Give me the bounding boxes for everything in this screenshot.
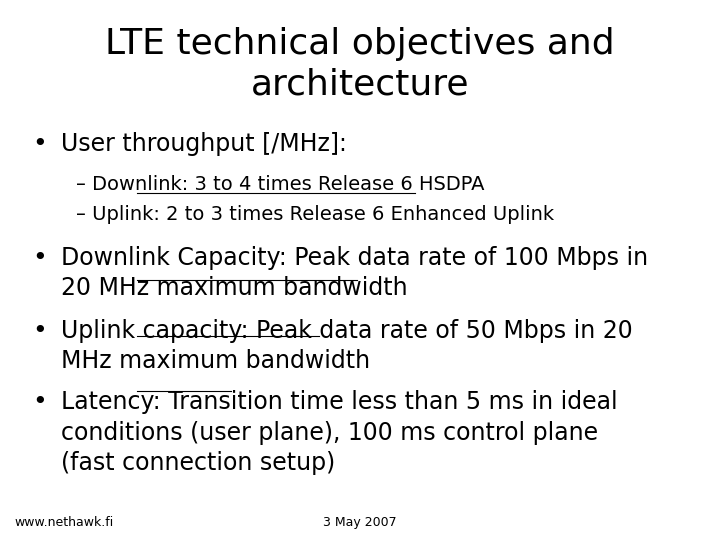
Text: •: • — [32, 390, 47, 414]
Text: – Uplink: 2 to 3 times Release 6 Enhanced Uplink: – Uplink: 2 to 3 times Release 6 Enhance… — [76, 205, 554, 224]
Text: 3 May 2007: 3 May 2007 — [323, 516, 397, 529]
Text: Uplink capacity: Peak data rate of 50 Mbps in 20
MHz maximum bandwidth: Uplink capacity: Peak data rate of 50 Mb… — [61, 319, 633, 373]
Text: •: • — [32, 132, 47, 156]
Text: Downlink Capacity: Peak data rate of 100 Mbps in
20 MHz maximum bandwidth: Downlink Capacity: Peak data rate of 100… — [61, 246, 648, 300]
Text: – Downlink: 3 to 4 times Release 6 HSDPA: – Downlink: 3 to 4 times Release 6 HSDPA — [76, 176, 484, 194]
Text: www.nethawk.fi: www.nethawk.fi — [14, 516, 114, 529]
Text: •: • — [32, 246, 47, 269]
Text: Latency: Transition time less than 5 ms in ideal
conditions (user plane), 100 ms: Latency: Transition time less than 5 ms … — [61, 390, 618, 475]
Text: •: • — [32, 319, 47, 342]
Text: LTE technical objectives and
architecture: LTE technical objectives and architectur… — [105, 27, 615, 102]
Text: User throughput [/MHz]:: User throughput [/MHz]: — [61, 132, 347, 156]
